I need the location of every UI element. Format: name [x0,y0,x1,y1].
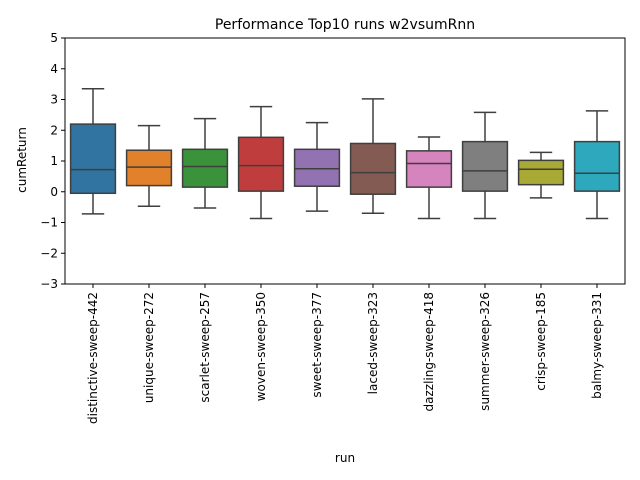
y-tick-label: 2 [50,123,58,137]
plot-area: −3 −2 −1 0 1 2 3 4 5 distinctive-sweep-442 unique-… [40,31,626,424]
box [349,142,397,195]
box [69,123,117,195]
x-tick-label: scarlet-sweep-257 [198,292,212,403]
x-tick-label: unique-sweep-272 [142,292,156,403]
y-tick-label: 5 [50,31,58,45]
y-tick-label: 0 [50,185,58,199]
chart-title: Performance Top10 runs w2vsumRnn [215,17,475,33]
x-tick-label: sweet-sweep-377 [310,292,324,398]
box [405,150,453,188]
box [293,148,341,187]
y-tick-label: −2 [40,246,58,260]
x-tick-label: woven-sweep-350 [254,292,268,401]
box [573,140,621,192]
x-axis-label: run [335,451,355,465]
x-tick-label: crisp-sweep-185 [534,292,548,391]
y-tick-label: −3 [40,277,58,291]
y-tick-label: 1 [50,154,58,168]
box [181,148,229,188]
x-tick-label: summer-sweep-326 [478,292,492,411]
y-tick-label: −1 [40,216,58,230]
x-tick-label: distinctive-sweep-442 [86,292,100,424]
y-tick-label: 3 [50,93,58,107]
y-axis-label: cumReturn [15,127,29,193]
box [237,136,285,192]
x-tick-label: laced-sweep-323 [366,292,380,394]
x-tick-label: dazzling-sweep-418 [422,292,436,411]
box [125,149,173,187]
x-tick-label: balmy-sweep-331 [590,292,604,399]
box [461,140,509,192]
y-tick-label: 4 [50,62,58,76]
box [517,159,565,186]
